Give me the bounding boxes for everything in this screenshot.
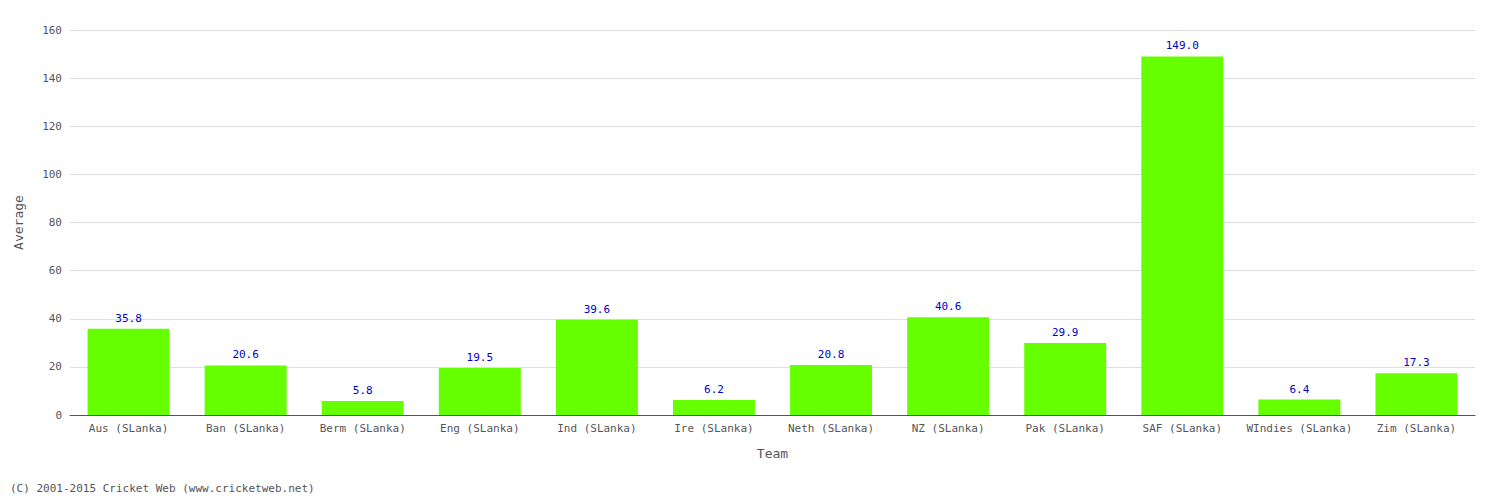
svg-text:6.2: 6.2 bbox=[704, 383, 724, 396]
svg-text:Ind (SLanka): Ind (SLanka) bbox=[557, 422, 636, 435]
svg-text:5.8: 5.8 bbox=[353, 384, 373, 397]
svg-text:Neth (SLanka): Neth (SLanka) bbox=[788, 422, 874, 435]
svg-text:Ban (SLanka): Ban (SLanka) bbox=[206, 422, 285, 435]
svg-text:20.6: 20.6 bbox=[232, 348, 259, 361]
svg-text:(C) 2001-2015 Cricket Web (www: (C) 2001-2015 Cricket Web (www.cricketwe… bbox=[10, 482, 315, 495]
svg-text:WIndies (SLanka): WIndies (SLanka) bbox=[1246, 422, 1352, 435]
svg-text:20.8: 20.8 bbox=[818, 348, 845, 361]
svg-text:39.6: 39.6 bbox=[584, 303, 611, 316]
svg-text:Eng (SLanka): Eng (SLanka) bbox=[440, 422, 519, 435]
svg-text:19.5: 19.5 bbox=[467, 351, 494, 364]
svg-text:Berm (SLanka): Berm (SLanka) bbox=[320, 422, 406, 435]
svg-text:Zim (SLanka): Zim (SLanka) bbox=[1377, 422, 1456, 435]
svg-text:Pak (SLanka): Pak (SLanka) bbox=[1025, 422, 1104, 435]
svg-text:149.0: 149.0 bbox=[1166, 39, 1199, 52]
svg-text:120: 120 bbox=[42, 120, 62, 133]
svg-text:40.6: 40.6 bbox=[935, 300, 962, 313]
svg-text:80: 80 bbox=[49, 216, 62, 229]
svg-text:140: 140 bbox=[42, 72, 62, 85]
svg-text:29.9: 29.9 bbox=[1052, 326, 1079, 339]
svg-text:NZ (SLanka): NZ (SLanka) bbox=[912, 422, 985, 435]
svg-text:0: 0 bbox=[55, 409, 62, 422]
svg-text:Team: Team bbox=[757, 446, 788, 461]
svg-text:160: 160 bbox=[42, 24, 62, 37]
svg-text:35.8: 35.8 bbox=[115, 312, 142, 325]
svg-text:20: 20 bbox=[49, 360, 62, 373]
svg-text:SAF (SLanka): SAF (SLanka) bbox=[1143, 422, 1222, 435]
svg-text:40: 40 bbox=[49, 312, 62, 325]
svg-text:Ire (SLanka): Ire (SLanka) bbox=[674, 422, 753, 435]
svg-text:6.4: 6.4 bbox=[1289, 383, 1309, 396]
svg-text:17.3: 17.3 bbox=[1403, 356, 1430, 369]
svg-text:Average: Average bbox=[11, 195, 26, 250]
svg-text:100: 100 bbox=[42, 168, 62, 181]
svg-text:60: 60 bbox=[49, 264, 62, 277]
svg-text:Aus (SLanka): Aus (SLanka) bbox=[89, 422, 168, 435]
